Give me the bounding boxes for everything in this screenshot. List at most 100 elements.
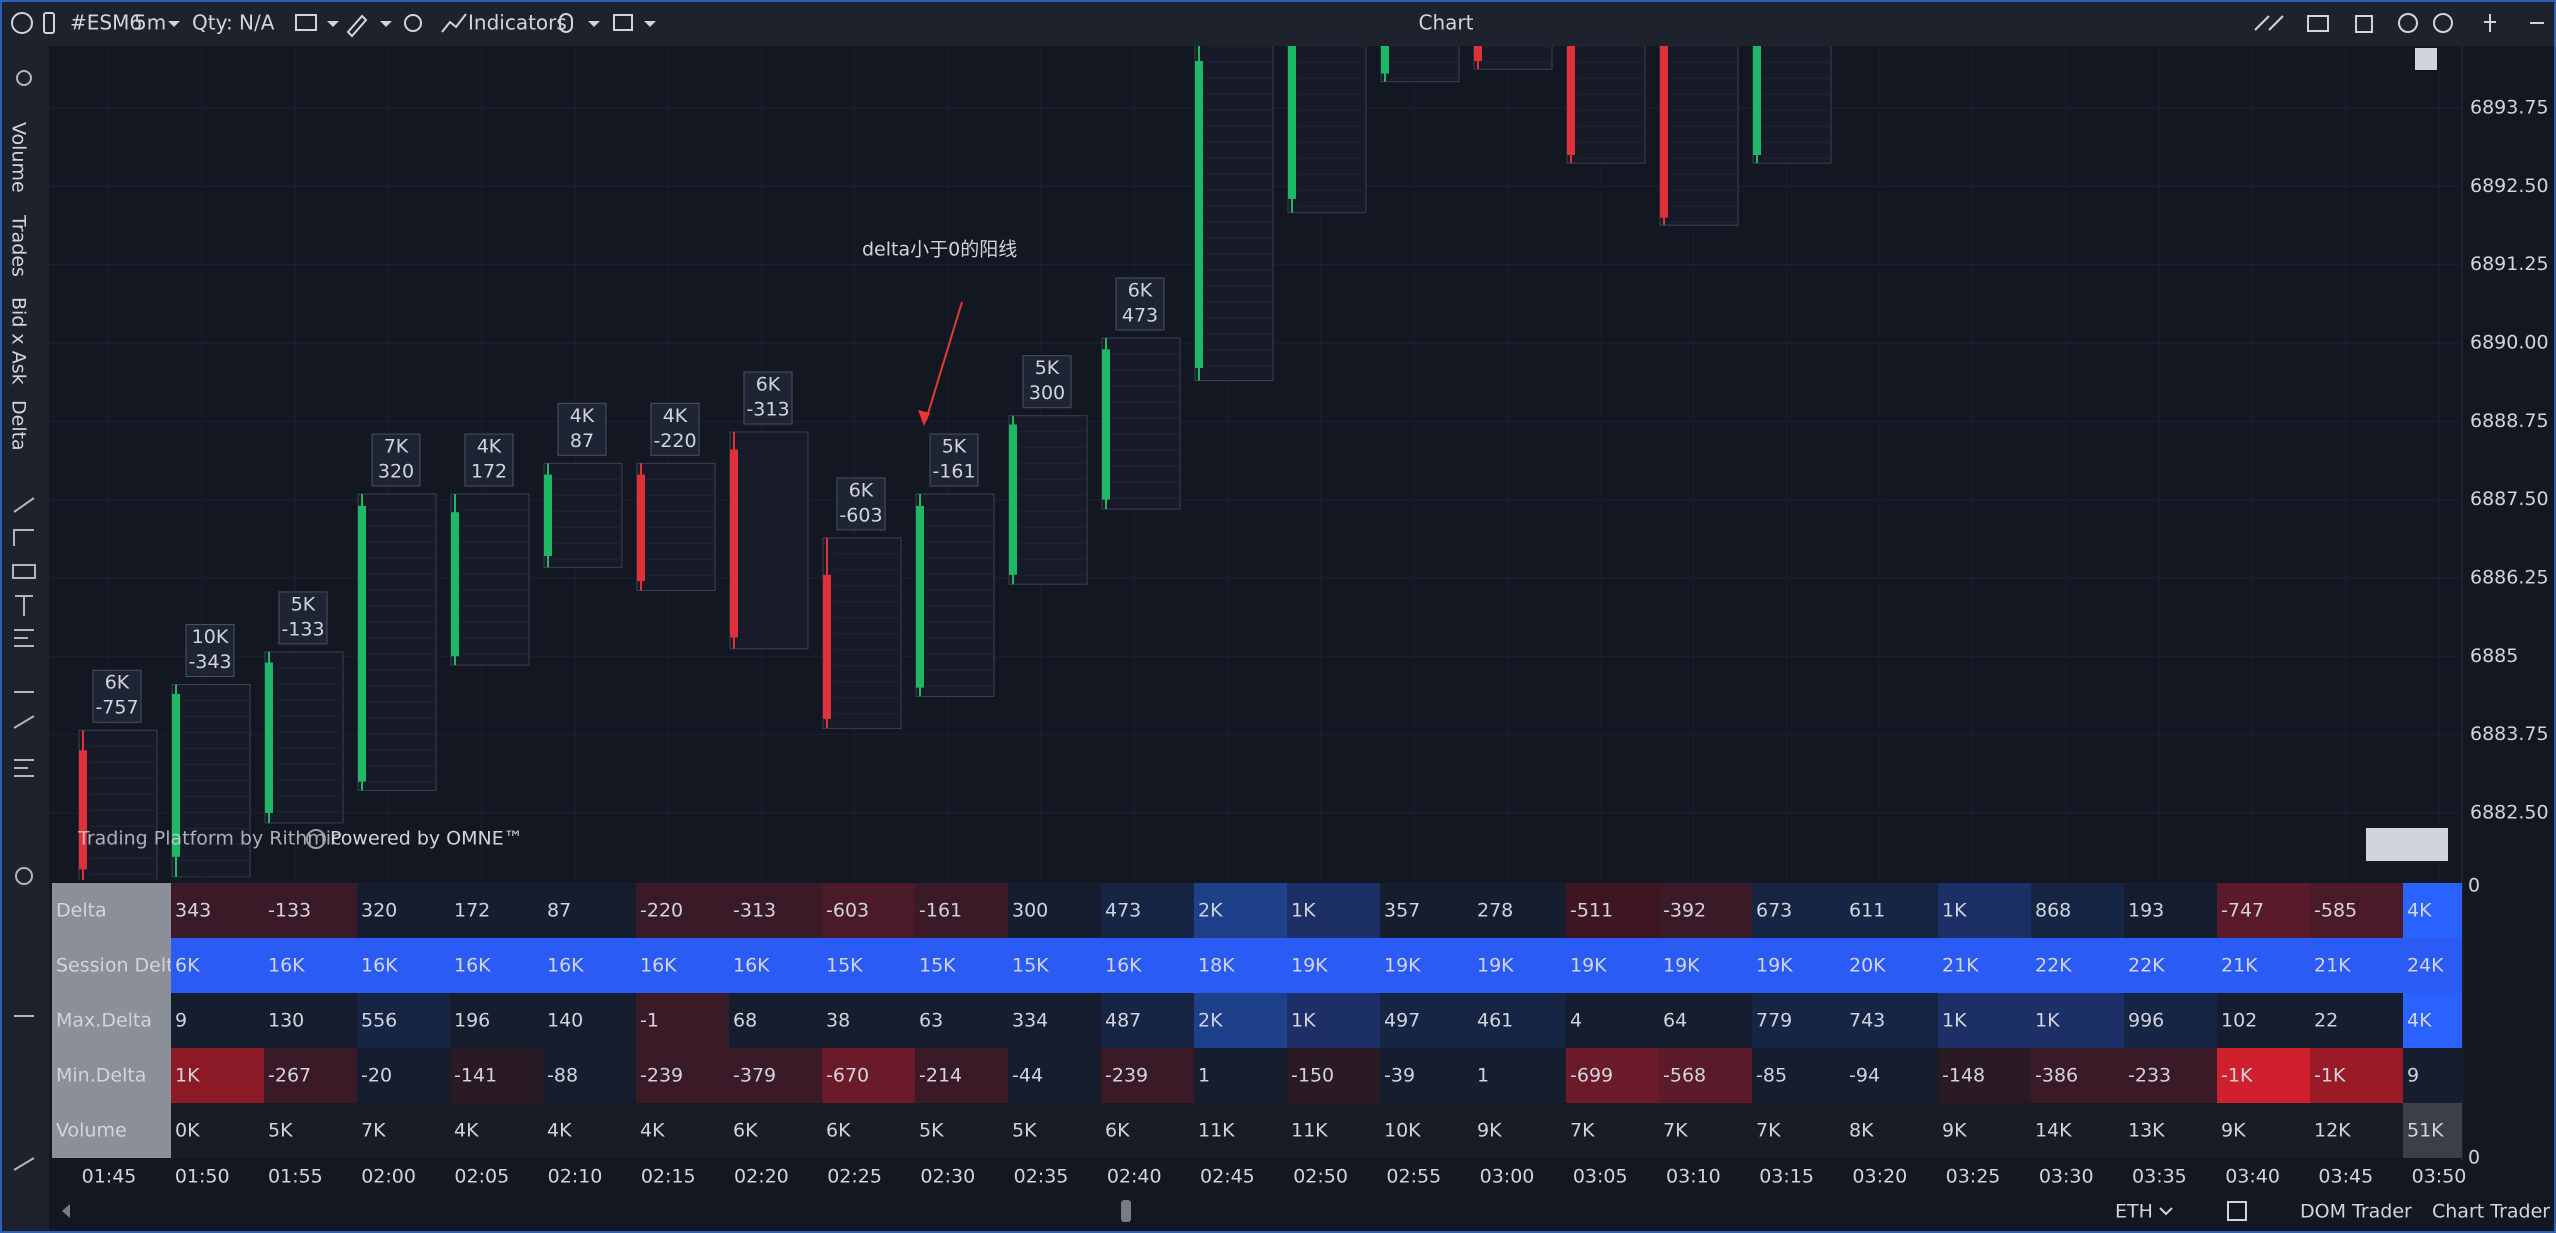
candle-header	[836, 477, 886, 531]
cell-bg	[729, 1048, 822, 1103]
fib-tool[interactable]	[14, 629, 34, 647]
dropdown-arrow[interactable]	[380, 21, 392, 27]
layout-icon[interactable]	[613, 14, 633, 31]
ray-tool[interactable]	[13, 529, 34, 546]
indicators[interactable]: Indicators	[468, 11, 567, 35]
cell-bg	[1566, 1048, 1659, 1103]
side-tab[interactable]: Delta	[8, 400, 30, 451]
cell-value: -585	[2314, 900, 2357, 922]
candle-body	[916, 505, 924, 688]
row-label-bg	[52, 938, 171, 993]
footprint-box	[78, 729, 158, 880]
cell-value: 19K	[1570, 955, 1607, 977]
cell-value: -603	[826, 900, 869, 922]
interval[interactable]: 5m	[134, 11, 166, 35]
dropdown-arrow[interactable]	[2159, 1207, 2173, 1216]
text-tool[interactable]	[15, 595, 33, 616]
time-label: 02:45	[1200, 1166, 1255, 1188]
cell-bg	[1566, 938, 1659, 993]
pin-icon[interactable]	[2484, 14, 2496, 32]
cell-bg	[2310, 993, 2403, 1048]
cell-bg	[1938, 883, 2031, 938]
dropdown-arrow[interactable]	[327, 21, 339, 27]
chat-icon[interactable]	[295, 14, 317, 31]
cell-value: 21K	[1942, 955, 1979, 977]
help-icon[interactable]	[2398, 13, 2418, 33]
cell-bg	[2031, 993, 2124, 1048]
session-selector[interactable]: ETH	[2115, 1201, 2153, 1223]
cell-value: 19K	[1477, 955, 1514, 977]
quantity[interactable]: Qty: N/A	[192, 11, 275, 35]
line-tool[interactable]	[13, 497, 35, 513]
draw-icon[interactable]	[346, 14, 368, 38]
scrollbar-thumb[interactable]	[1121, 1200, 1131, 1222]
cell-value: 15K	[919, 955, 956, 977]
symbol[interactable]: #ESM6	[70, 11, 142, 35]
screenshot-icon[interactable]	[2307, 15, 2329, 32]
footprint-box	[1287, 46, 1367, 214]
cell-bg	[1287, 993, 1380, 1048]
cell-value: -148	[1942, 1065, 1985, 1087]
dropdown-arrow[interactable]	[644, 21, 656, 27]
indicators-icon[interactable]	[441, 13, 467, 33]
calendar-icon[interactable]	[2227, 1201, 2247, 1221]
template-icon[interactable]	[559, 13, 573, 33]
cell-value: 22K	[2035, 955, 2072, 977]
cell-value: 334	[1012, 1010, 1048, 1032]
candle-volume: 5K	[942, 436, 967, 458]
cell-value: 1	[1198, 1065, 1210, 1087]
logo[interactable]	[11, 12, 33, 34]
side-tab[interactable]: Trades	[8, 214, 30, 277]
cell-bg	[1752, 938, 1845, 993]
candle-header	[929, 433, 979, 487]
panel-toggle[interactable]	[2415, 48, 2437, 70]
footprint-box	[1194, 46, 1274, 382]
time-label: 03:10	[1666, 1166, 1721, 1188]
fullscreen-icon[interactable]	[2355, 15, 2373, 33]
cell-value: 779	[1756, 1010, 1792, 1032]
time-label: 02:10	[548, 1166, 603, 1188]
timer: 01:15	[2380, 834, 2435, 856]
time-label: 02:00	[361, 1166, 416, 1188]
dropdown-arrow[interactable]	[588, 21, 600, 27]
cell-bg	[264, 1048, 357, 1103]
cell-value: 4K	[640, 1120, 665, 1142]
cell-value: 1K	[1942, 1010, 1967, 1032]
collapse-icon[interactable]	[2254, 15, 2284, 31]
cell-value: 19K	[1756, 955, 1793, 977]
time-label: 01:50	[175, 1166, 230, 1188]
cell-bg	[1845, 938, 1938, 993]
settings-icon[interactable]	[16, 70, 32, 86]
cell-bg	[1194, 883, 1287, 938]
rect-tool[interactable]	[12, 564, 36, 579]
candle-body	[730, 449, 738, 638]
cell-bg	[1008, 1048, 1101, 1103]
footprint-box	[729, 431, 809, 650]
candle-volume: 6K	[849, 479, 874, 501]
zoom-icon[interactable]	[404, 14, 422, 32]
cell-bg	[543, 1048, 636, 1103]
magnet-tool[interactable]	[15, 867, 33, 885]
chart-trader-button[interactable]: Chart Trader	[2432, 1201, 2550, 1223]
cell-bg	[171, 993, 264, 1048]
misc-tools[interactable]	[13, 1015, 35, 1171]
footprint-box	[1473, 46, 1553, 70]
side-tab[interactable]: Volume	[8, 122, 30, 193]
side-tab[interactable]: Bid x Ask	[8, 297, 30, 385]
price-label: 6891.25	[2470, 253, 2549, 275]
scroll-left[interactable]	[62, 1204, 70, 1218]
cell-bg	[1752, 1103, 1845, 1158]
cell-bg	[171, 938, 264, 993]
cell-value: 21K	[2221, 955, 2258, 977]
dom-trader-button[interactable]: DOM Trader	[2300, 1201, 2412, 1223]
cell-bg	[2217, 993, 2310, 1048]
info-icon[interactable]	[2433, 13, 2453, 33]
cell-value: 4K	[2407, 1010, 2432, 1032]
more-tools[interactable]	[13, 691, 35, 777]
symbol-icon[interactable]	[43, 12, 55, 34]
cell-value: 38	[826, 1010, 850, 1032]
cell-bg	[1659, 938, 1752, 993]
cell-bg	[543, 938, 636, 993]
dropdown-arrow[interactable]	[168, 21, 180, 27]
